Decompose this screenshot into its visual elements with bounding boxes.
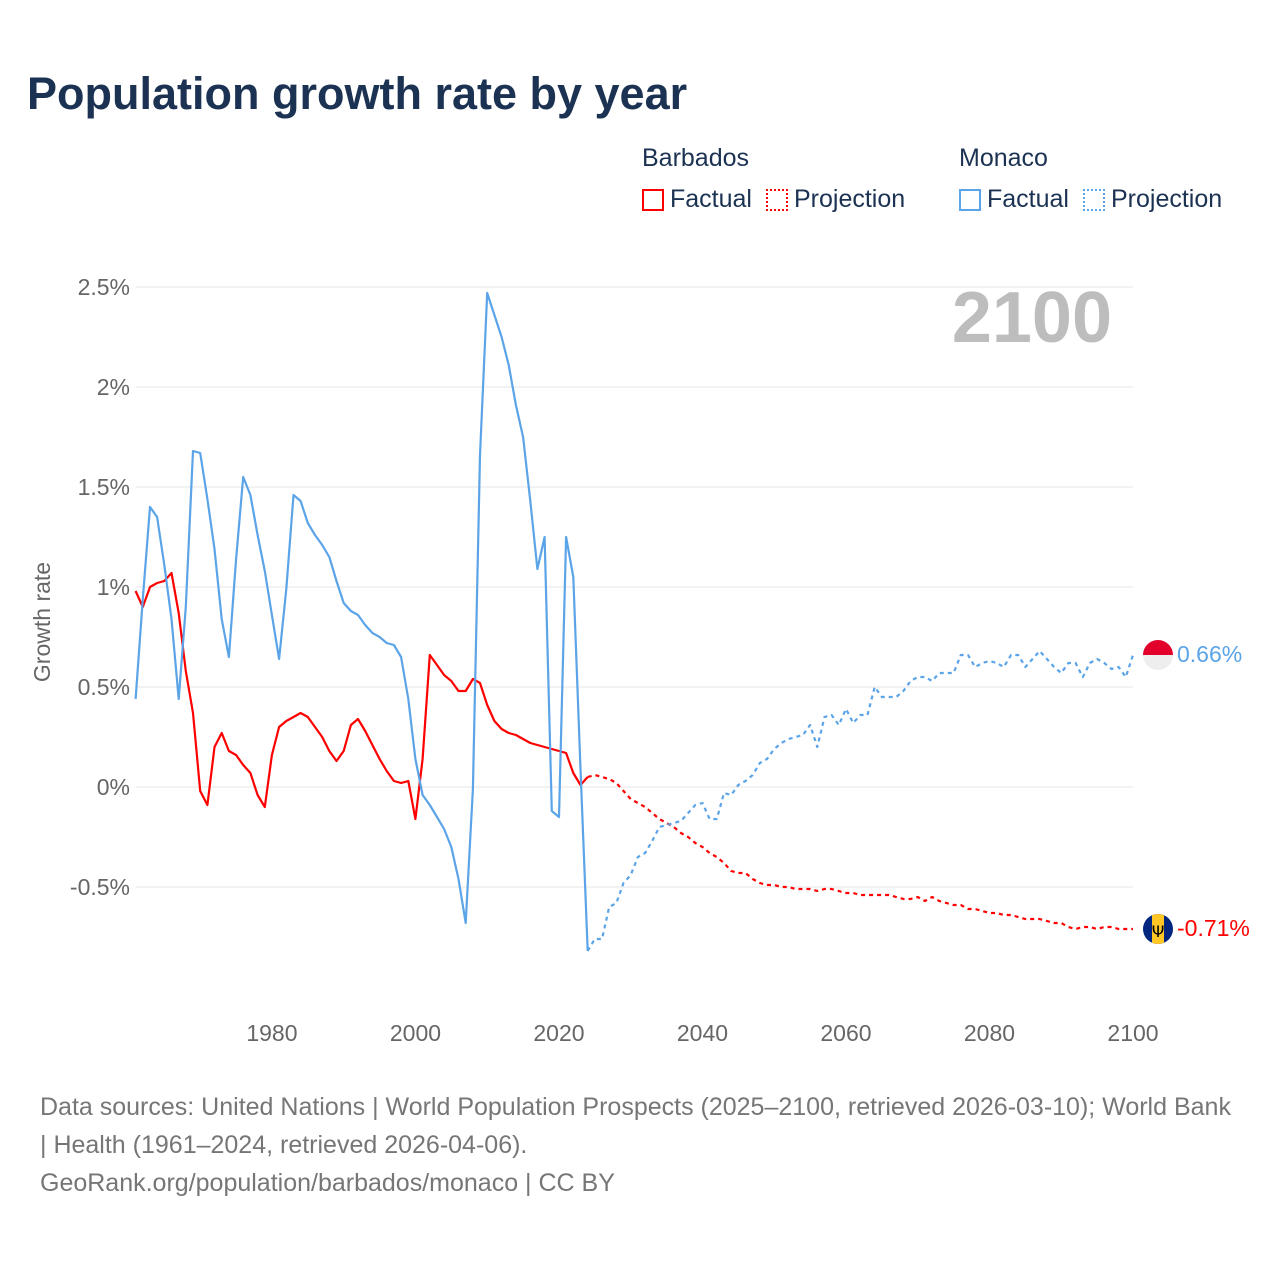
x-tick-label: 1980 bbox=[246, 1020, 297, 1046]
y-axis-label: Growth rate bbox=[29, 562, 55, 682]
monaco-flag-icon bbox=[1143, 640, 1173, 670]
legend-monaco-factual[interactable]: Factual bbox=[959, 185, 1069, 214]
barbados-flag-icon: Ψ bbox=[1143, 914, 1173, 944]
x-tick-label: 2020 bbox=[533, 1020, 584, 1046]
y-tick-label: 0.5% bbox=[78, 674, 130, 700]
y-tick-label: 1.5% bbox=[78, 474, 130, 500]
legend-label: Factual bbox=[987, 185, 1069, 213]
barbados-factual-line bbox=[134, 571, 589, 821]
x-tick-label: 2100 bbox=[1107, 1020, 1158, 1046]
legend-label: Projection bbox=[1110, 185, 1223, 213]
x-tick-label: 2080 bbox=[964, 1020, 1015, 1046]
attribution-link[interactable]: GeoRank.org/population/barbados/monaco |… bbox=[40, 1169, 615, 1197]
legend-label: Factual bbox=[670, 185, 752, 213]
legend-barbados-factual[interactable]: Factual bbox=[642, 185, 752, 214]
page-title: Population growth rate by year bbox=[27, 68, 688, 119]
dotted-swatch-icon bbox=[1082, 188, 1105, 211]
y-tick-label: 0% bbox=[97, 774, 130, 800]
line-chart: 2.5% 2% 1.5% 1% 0.5% 0% -0.5% 1980 2000 2020 2040 2… bbox=[29, 274, 1250, 1046]
legend-label: Projection bbox=[793, 185, 906, 213]
svg-text:Ψ: Ψ bbox=[1152, 922, 1165, 941]
footer: Data sources: United Nations | World Pop… bbox=[40, 1088, 1240, 1202]
current-year-label: 2100 bbox=[952, 278, 1112, 358]
x-tick-label: 2060 bbox=[820, 1020, 871, 1046]
monaco-projection-line bbox=[586, 649, 1135, 952]
solid-swatch-icon bbox=[959, 188, 981, 211]
barbados-end-value: -0.71% bbox=[1177, 915, 1250, 941]
legend-monaco-projection[interactable]: Projection bbox=[1082, 185, 1223, 214]
monaco-factual-line bbox=[134, 291, 589, 952]
x-tick-label: 2000 bbox=[390, 1020, 441, 1046]
y-tick-label: 1% bbox=[97, 574, 130, 600]
barbados-projection-line bbox=[587, 773, 1133, 931]
legend-barbados-projection[interactable]: Projection bbox=[765, 185, 906, 214]
solid-swatch-icon bbox=[642, 188, 664, 211]
legend-country: Monaco bbox=[959, 144, 1048, 172]
legend-country: Barbados bbox=[642, 144, 750, 172]
legend-monaco: Monaco Factual Projection bbox=[959, 144, 1222, 214]
data-sources: Data sources: United Nations | World Pop… bbox=[40, 1093, 1231, 1159]
legend-barbados: Barbados Factual Projection bbox=[642, 144, 905, 214]
y-tick-label: -0.5% bbox=[70, 874, 130, 900]
x-tick-label: 2040 bbox=[677, 1020, 728, 1046]
y-tick-label: 2.5% bbox=[78, 274, 130, 300]
dotted-swatch-icon bbox=[765, 188, 788, 211]
monaco-end-value: 0.66% bbox=[1177, 641, 1242, 667]
y-tick-label: 2% bbox=[97, 374, 130, 400]
